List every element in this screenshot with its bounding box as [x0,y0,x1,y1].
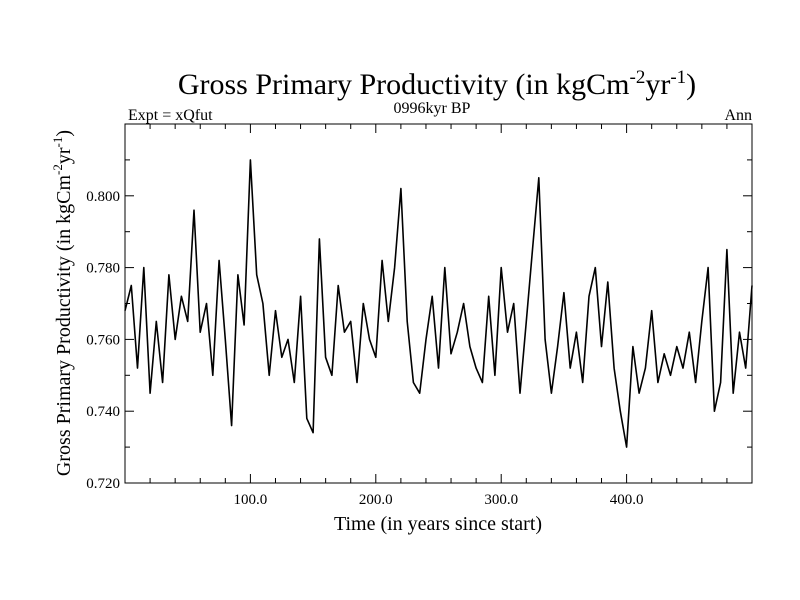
plot-frame [124,123,753,484]
gpp-series-line [124,159,753,448]
x-tick-label: 200.0 [359,492,393,508]
y-axis-ticks [125,159,752,448]
x-tick-label: 300.0 [484,492,518,508]
x-axis-label: Time (in years since start) [334,513,542,535]
x-axis-ticks [149,124,728,483]
y-axis-label: Gross Primary Productivity (in kgCm-2yr-… [50,130,75,476]
experiment-label: Expt = xQfut [128,107,213,124]
y-tick-label: 0.740 [86,404,120,420]
x-axis-tick-labels: 100.0 200.0 300.0 400.0 [234,492,644,508]
x-tick-label: 100.0 [234,492,268,508]
y-tick-label: 0.720 [86,476,120,492]
x-tick-label: 400.0 [610,492,644,508]
season-label: Ann [724,107,752,124]
y-tick-label: 0.800 [86,189,120,205]
chart-title: Gross Primary Productivity (in kgCm-2yr-… [178,67,696,101]
y-tick-label: 0.760 [86,332,120,348]
y-tick-label: 0.780 [86,261,120,277]
y-axis-tick-labels: 0.720 0.740 0.760 0.780 0.800 [86,189,120,492]
period-label: 0996kyr BP [394,100,471,117]
